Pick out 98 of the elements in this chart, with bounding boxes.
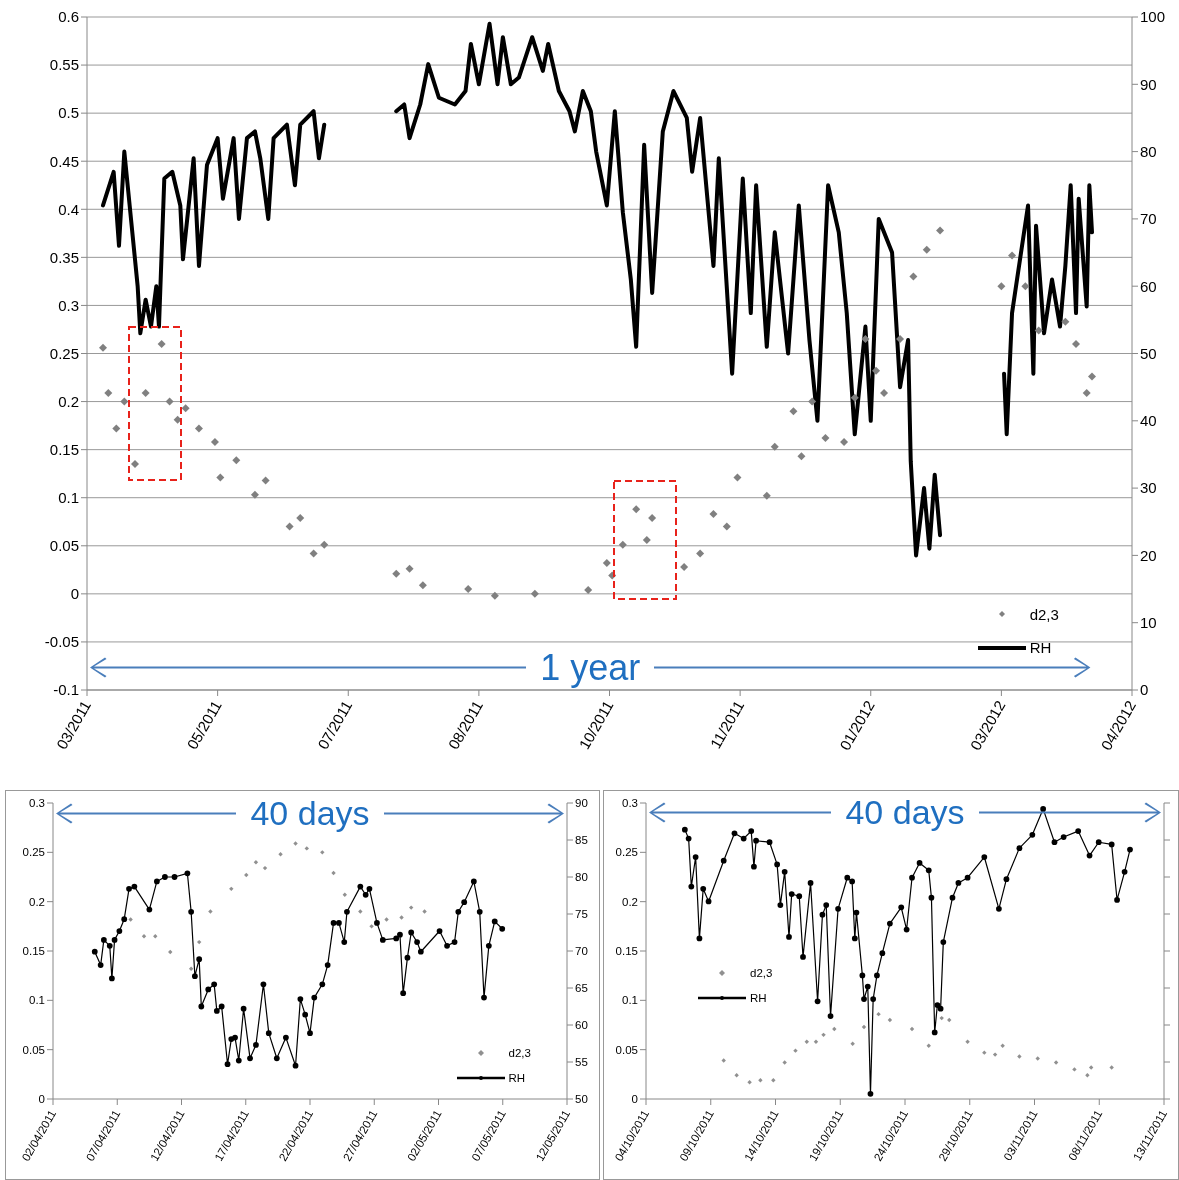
y2-tick-label: 40 [1140, 412, 1157, 430]
point [965, 1039, 970, 1044]
point [293, 841, 298, 846]
y-tick-label: 0.1 [29, 994, 45, 1007]
point [782, 1060, 787, 1065]
legend-label: d2,3 [750, 966, 773, 979]
y-tick-label: 0.2 [58, 392, 79, 410]
y-tick-label: 0.2 [29, 895, 45, 908]
point [861, 1024, 867, 1030]
point [721, 1058, 726, 1063]
y2-tick-label: 20 [1140, 546, 1157, 564]
point [342, 892, 347, 897]
y-tick-label: -0.05 [44, 633, 79, 651]
annotation: 40 days [236, 793, 384, 832]
y-tick-label: 0.35 [49, 248, 79, 266]
y2-tick-label: 60 [1140, 277, 1157, 295]
point [1017, 1054, 1022, 1059]
y-tick-label: 0.05 [49, 537, 79, 555]
point [734, 1073, 739, 1078]
point [320, 850, 325, 855]
y-tick-label: -0.1 [53, 681, 79, 699]
y-tick-label: 0.05 [615, 1043, 638, 1056]
point [1109, 1065, 1114, 1070]
y-tick-label: 0.55 [49, 56, 79, 74]
point [141, 934, 147, 939]
point [262, 865, 268, 871]
y-tick-label: 0 [631, 1093, 638, 1106]
y-tick-label: 0.45 [49, 152, 79, 170]
y-tick-label: 0.15 [49, 440, 79, 458]
y-tick-label: 0.5 [58, 104, 79, 122]
point [947, 1017, 952, 1023]
point [887, 1017, 893, 1023]
point [188, 966, 194, 971]
y2-tick-label: 70 [1140, 210, 1157, 228]
y2-tick-label: 75 [575, 908, 588, 921]
y-tick-label: 0.6 [58, 8, 79, 26]
point [358, 909, 363, 914]
point [128, 917, 133, 922]
y-tick-label: 0.15 [22, 945, 45, 958]
y-tick-label: 0.1 [622, 994, 638, 1007]
y2-tick-label: 70 [575, 945, 588, 958]
point [399, 915, 404, 920]
point [253, 860, 259, 865]
y-tick-label: 0 [70, 585, 79, 603]
y2-tick-label: 50 [575, 1093, 588, 1106]
point [196, 939, 202, 945]
point [793, 1048, 798, 1053]
legend-label: RH [750, 991, 767, 1004]
point [278, 852, 283, 857]
legend-label: d2,3 [1029, 605, 1059, 623]
point [758, 1078, 763, 1083]
point [982, 1050, 987, 1055]
y-tick-label: 0 [38, 1093, 45, 1106]
y-tick-label: 0.15 [615, 945, 638, 958]
y2-tick-label: 80 [1140, 142, 1157, 160]
legend-label: d2,3 [508, 1047, 531, 1060]
y2-tick-label: 85 [575, 834, 588, 847]
y-tick-label: 0.3 [58, 296, 79, 314]
y2-tick-label: 50 [1140, 344, 1157, 362]
y-tick-label: 0.1 [58, 489, 79, 507]
y-tick-label: 0.05 [22, 1043, 45, 1056]
point [153, 934, 158, 939]
point [771, 1078, 776, 1083]
y2-tick-label: 90 [575, 797, 588, 810]
point [369, 924, 374, 929]
point [229, 886, 234, 892]
legend-label: RH [508, 1072, 526, 1085]
point [1085, 1073, 1090, 1078]
point [909, 1026, 915, 1032]
annotation: 1 year [539, 646, 642, 688]
point [926, 1043, 931, 1048]
y2-tick-label: 0 [1140, 681, 1149, 699]
y2-tick-label: 10 [1140, 614, 1157, 632]
y-tick-label: 0.2 [622, 895, 638, 908]
y-tick-label: 0.3 [29, 797, 45, 810]
point [422, 909, 427, 914]
y2-tick-label: 55 [575, 1056, 588, 1069]
y2-tick-label: 30 [1140, 479, 1157, 497]
point [1072, 1067, 1077, 1072]
y-tick-label: 0.3 [622, 797, 638, 810]
y2-tick-label: 100 [1140, 8, 1166, 26]
y-tick-label: 0.25 [615, 846, 638, 859]
y-tick-label: 0.25 [22, 846, 45, 859]
y-tick-label: 0.25 [49, 344, 79, 362]
y2-tick-label: 90 [1140, 75, 1157, 93]
y2-tick-label: 60 [575, 1019, 588, 1032]
point [304, 846, 309, 851]
point [747, 1080, 752, 1085]
legend-label: RH [1029, 639, 1052, 657]
point [208, 909, 213, 914]
point [1000, 1043, 1005, 1048]
y2-tick-label: 80 [575, 871, 588, 884]
y2-tick-label: 65 [575, 982, 588, 995]
y-tick-label: 0.4 [58, 200, 79, 218]
point [384, 917, 389, 922]
point [804, 1039, 809, 1044]
annotation: 40 days [831, 792, 979, 831]
point [850, 1041, 855, 1046]
